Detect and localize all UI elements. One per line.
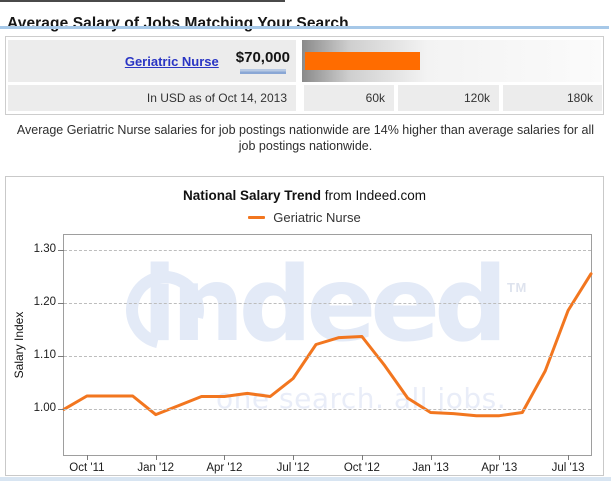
x-tick-mark	[86, 455, 88, 460]
y-axis-label: Salary Index	[12, 311, 26, 379]
y-tick-label: 1.30	[33, 242, 56, 255]
x-tick-mark	[155, 455, 157, 460]
x-tick-mark	[224, 455, 226, 460]
x-tick-label: Jul '12	[276, 462, 310, 474]
salary-widget-table: Geriatric Nurse $70,000 In USD as of Oct…	[5, 36, 604, 115]
y-tick-mark	[58, 356, 64, 358]
salary-value-block: $70,000	[236, 49, 290, 74]
job-title-link[interactable]: Geriatric Nurse	[124, 53, 219, 69]
x-tick-mark	[361, 455, 363, 460]
gridline	[64, 409, 591, 411]
chart-legend: Geriatric Nurse	[6, 210, 603, 225]
salary-underline-bar	[239, 68, 286, 74]
page-title: Average Salary of Jobs Matching Your Sea…	[7, 15, 349, 33]
y-tick-mark	[58, 409, 64, 411]
chart-title-bold: National Salary Trend	[182, 188, 321, 203]
x-tick-label: Apr '12	[206, 462, 243, 474]
scale-cell-180k: 180k	[503, 85, 602, 111]
x-tick-label: Oct '11	[69, 462, 105, 474]
x-tick-label: Apr '13	[481, 462, 518, 474]
salary-bar-track	[302, 40, 601, 82]
scale-cell-120k: 120k	[398, 85, 499, 111]
scale-cell-60k: 60k	[304, 85, 394, 111]
y-tick-mark	[58, 249, 64, 251]
x-tick-label: Jul '13	[551, 462, 585, 474]
salary-footnote: In USD as of Oct 14, 2013	[8, 85, 296, 111]
top-edge-artifact	[0, 0, 285, 2]
plot-area: Salary Index 1.00 1.10 1.20 1.30 Oct '11 Jan …	[12, 234, 593, 474]
gridline	[64, 303, 591, 304]
x-tick-label: Jan '12	[137, 462, 175, 474]
y-tick-label: 1.00	[33, 402, 56, 415]
chart-title-suffix: from Indeed.com	[321, 188, 427, 203]
x-tick-mark	[293, 455, 295, 460]
gridline	[64, 249, 591, 251]
summary-text: Average Geriatric Nurse salaries for job…	[16, 123, 595, 153]
summary-section: Average Geriatric Nurse salaries for job…	[0, 123, 611, 154]
trend-line-svg	[62, 272, 593, 418]
trend-line	[62, 272, 593, 418]
y-tick-label: 1.10	[33, 349, 56, 362]
y-tick-label: 1.20	[33, 296, 56, 308]
gridline	[64, 356, 591, 358]
trend-chart-panel: indeed TM one search. all jobs. National…	[5, 176, 604, 476]
x-tick-label: Oct '12	[343, 462, 380, 474]
legend-line-swatch	[248, 216, 266, 219]
salary-row: Geriatric Nurse $70,000	[8, 40, 296, 82]
salary-bar	[305, 52, 420, 70]
y-tick-mark	[58, 303, 64, 304]
title-underline-rule	[0, 26, 609, 29]
x-tick-mark	[499, 455, 501, 460]
x-tick-mark	[568, 455, 570, 460]
legend-label: Geriatric Nurse	[273, 210, 361, 225]
x-tick-mark	[430, 455, 432, 460]
chart-title: National Salary Trend from Indeed.com	[6, 188, 603, 203]
salary-value: $70,000	[235, 48, 290, 66]
bottom-strip	[0, 477, 611, 481]
x-tick-label: Jan '13	[412, 462, 449, 474]
